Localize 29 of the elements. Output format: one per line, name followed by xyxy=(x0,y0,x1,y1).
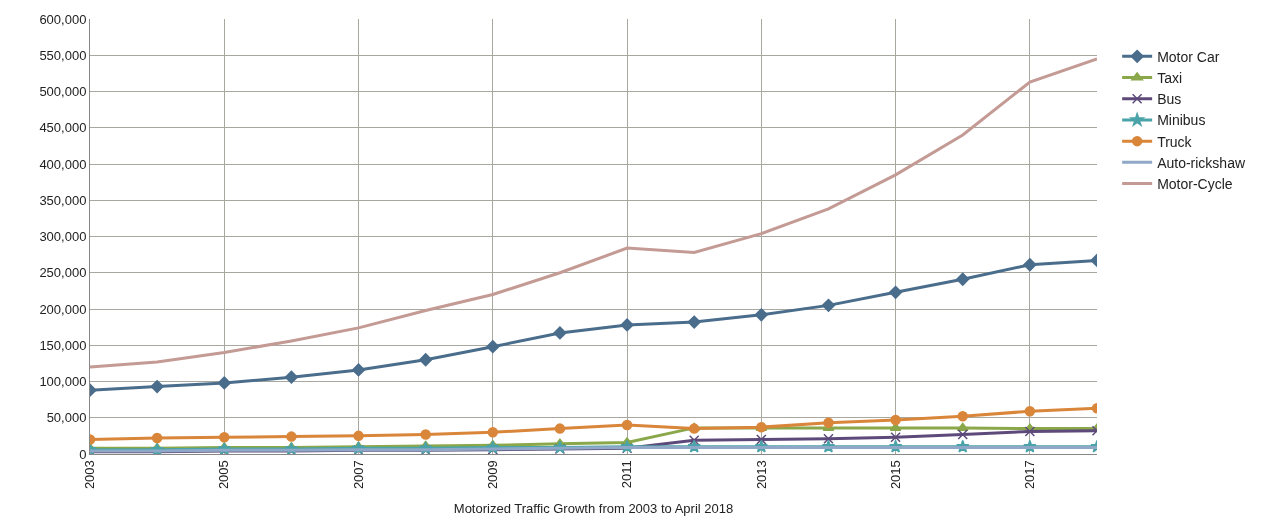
legend-label: Taxi xyxy=(1157,70,1183,87)
x-tick-label: 2013 xyxy=(753,460,769,490)
x-axis-title: Motorized Traffic Growth from 2003 to April 2018 xyxy=(453,500,734,516)
x-tick-label: 2003 xyxy=(82,460,98,490)
y-tick-label: 50,000 xyxy=(46,410,87,426)
y-tick-label: 200,000 xyxy=(39,301,87,317)
legend-label: Minibus xyxy=(1157,112,1206,129)
legend-label: Bus xyxy=(1157,91,1182,108)
y-tick-label: 600,000 xyxy=(39,11,87,27)
y-tick-label: 150,000 xyxy=(39,337,87,353)
x-tick-label: 2005 xyxy=(216,460,232,490)
x-tick-label: 2007 xyxy=(350,460,366,490)
y-tick-label: 250,000 xyxy=(39,265,87,281)
y-tick-label: 500,000 xyxy=(39,84,87,100)
y-tick-label: 400,000 xyxy=(39,156,87,172)
legend-label: Motor-Cycle xyxy=(1157,176,1233,193)
y-tick-label: 450,000 xyxy=(39,120,87,136)
y-tick-label: 350,000 xyxy=(39,192,87,208)
legend-label: Truck xyxy=(1157,133,1193,150)
y-tick-label: 100,000 xyxy=(39,374,87,390)
y-tick-label: 550,000 xyxy=(39,47,87,63)
x-tick-label: 2009 xyxy=(485,460,501,490)
x-tick-label: 2017 xyxy=(1022,460,1038,490)
legend-label: Auto-rickshaw xyxy=(1157,154,1246,171)
y-tick-label: 300,000 xyxy=(39,229,87,245)
x-tick-label: 2015 xyxy=(887,460,903,490)
x-tick-label: 2011 xyxy=(619,460,635,489)
legend-label: Motor Car xyxy=(1157,48,1220,65)
y-tick-label: 0 xyxy=(79,446,87,462)
